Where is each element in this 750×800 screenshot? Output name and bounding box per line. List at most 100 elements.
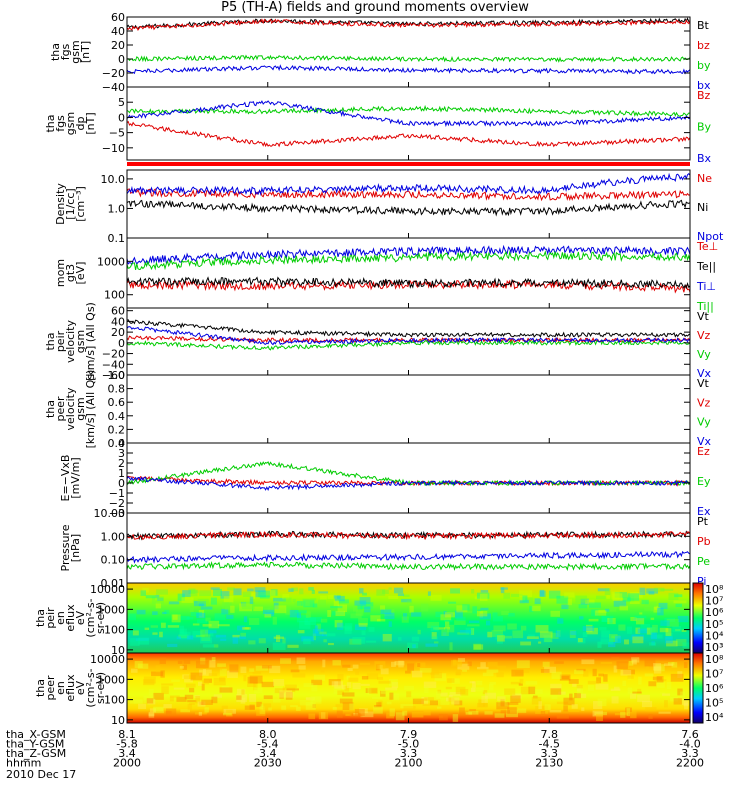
spectrogram-cell bbox=[471, 589, 475, 594]
spectrogram-cell bbox=[282, 687, 296, 693]
spectrogram-cell bbox=[353, 605, 359, 612]
spectrogram-cell bbox=[459, 629, 472, 634]
spectrogram-cell bbox=[237, 625, 245, 631]
spectrogram-cell bbox=[653, 606, 661, 613]
spectrogram-cell bbox=[630, 710, 637, 719]
spectrogram-cell bbox=[476, 680, 483, 686]
legend-entry: Vy bbox=[697, 348, 711, 361]
spectrogram-cell bbox=[190, 612, 202, 617]
spectrogram-cell bbox=[445, 697, 452, 702]
spectrogram-cell bbox=[153, 706, 164, 714]
spectrogram-cell bbox=[364, 606, 371, 613]
y-axis-label-line: tha bbox=[34, 679, 47, 697]
spectrogram-cell bbox=[430, 625, 439, 632]
spectrogram-cell bbox=[571, 704, 578, 709]
legend-entry: Te⊥ bbox=[696, 240, 718, 253]
y-axis-label-line: (cm²-s- bbox=[84, 668, 97, 707]
spectrogram-cell bbox=[526, 636, 539, 640]
spectrogram-cell bbox=[222, 712, 232, 716]
legend: Pt Pb Pe Pi bbox=[697, 515, 711, 588]
separator-bar bbox=[127, 162, 690, 166]
spectrogram-cell bbox=[273, 636, 284, 639]
spectrogram-cell bbox=[196, 612, 206, 619]
spectrogram-cell bbox=[512, 693, 522, 699]
spectrogram-cell bbox=[561, 675, 570, 680]
spectrogram-cell bbox=[493, 625, 506, 632]
spectrogram-cell bbox=[195, 634, 205, 638]
spectrogram-cell bbox=[435, 626, 439, 630]
spectrogram-cell bbox=[489, 681, 496, 685]
spectrogram-cell bbox=[247, 588, 254, 592]
spectrogram-cell bbox=[322, 631, 326, 634]
spectrogram-cell bbox=[147, 698, 156, 705]
spectrogram-cell bbox=[653, 663, 662, 671]
spectrogram-cell bbox=[335, 704, 343, 708]
spectrogram-cell bbox=[633, 618, 644, 621]
spectrogram-cell bbox=[378, 680, 391, 684]
y-tick-label: 10 bbox=[111, 714, 125, 727]
spectrogram-cell bbox=[544, 637, 553, 643]
spectrogram-cell bbox=[525, 681, 538, 685]
spectrogram-cell bbox=[534, 602, 543, 605]
spectrogram-cell bbox=[629, 601, 640, 605]
spectrogram-cell bbox=[318, 591, 329, 594]
spectrogram-cell bbox=[411, 612, 422, 617]
spectrogram-cell bbox=[681, 629, 687, 632]
spectrogram-cell bbox=[577, 637, 586, 644]
spectrogram-cell bbox=[610, 688, 621, 692]
y-tick-label: 1000 bbox=[97, 255, 125, 268]
spectrogram-cell bbox=[386, 712, 394, 719]
footer-value: 8.0 bbox=[259, 728, 277, 741]
spectrogram-cell bbox=[519, 590, 533, 597]
panel-frame bbox=[126, 442, 691, 514]
spectrogram-cell bbox=[407, 663, 415, 671]
spectrogram-texture bbox=[129, 587, 690, 651]
spectrogram-cell bbox=[274, 605, 287, 614]
spectrogram-cell bbox=[355, 624, 367, 631]
spectrogram-cell bbox=[460, 688, 469, 696]
spectrogram-cell bbox=[455, 686, 466, 695]
spectrogram-cell bbox=[659, 692, 666, 695]
spectrogram-cell bbox=[170, 695, 180, 698]
spectrogram-cell bbox=[188, 588, 196, 594]
spectrogram-cell bbox=[193, 601, 206, 607]
spectrogram-cell bbox=[492, 612, 498, 617]
spectrogram-cell bbox=[389, 692, 394, 700]
spectrogram-cell bbox=[576, 685, 581, 692]
spectrogram-cell bbox=[273, 597, 286, 602]
spectrogram-cell bbox=[675, 639, 687, 646]
spectrogram-cell bbox=[660, 588, 674, 591]
spectrogram-cell bbox=[542, 661, 550, 668]
series-line-ex bbox=[126, 475, 691, 492]
spectrogram-cell bbox=[538, 641, 542, 644]
spectrogram-cell bbox=[598, 673, 604, 677]
spectrogram-cell bbox=[457, 663, 470, 670]
spectrogram-cell bbox=[148, 713, 155, 716]
legend-entry: Ez bbox=[697, 445, 710, 458]
spectrogram-cell bbox=[505, 709, 519, 718]
footer-row-label: tha_Y-GSM bbox=[6, 738, 64, 751]
spectrogram-cell bbox=[445, 686, 452, 690]
spectrogram-cell bbox=[664, 663, 674, 667]
spectrogram-cell bbox=[467, 661, 472, 667]
spectrogram-cell bbox=[462, 669, 468, 672]
spectrogram-cell bbox=[424, 697, 434, 701]
spectrogram-cell bbox=[434, 673, 447, 682]
y-axis-label-line: peer bbox=[54, 396, 67, 422]
spectrogram-cell bbox=[200, 629, 209, 637]
spectrogram-cell bbox=[360, 711, 374, 718]
spectrogram-cell bbox=[496, 702, 510, 710]
spectrogram-cell bbox=[299, 699, 313, 706]
spectrogram-cell bbox=[430, 671, 443, 679]
spectrogram-cell bbox=[362, 592, 367, 596]
legend-entry: Ti|| bbox=[696, 300, 714, 313]
spectrogram-cell bbox=[155, 665, 161, 673]
spectrogram-cell bbox=[576, 684, 583, 689]
y-tick-label: 1.0 bbox=[108, 369, 126, 382]
spectrogram-cell bbox=[535, 689, 543, 695]
y-tick-label: 100 bbox=[104, 289, 125, 302]
spectrogram-cell bbox=[369, 687, 378, 695]
spectrogram-cell bbox=[190, 672, 203, 681]
spectrogram-cell bbox=[140, 590, 147, 596]
